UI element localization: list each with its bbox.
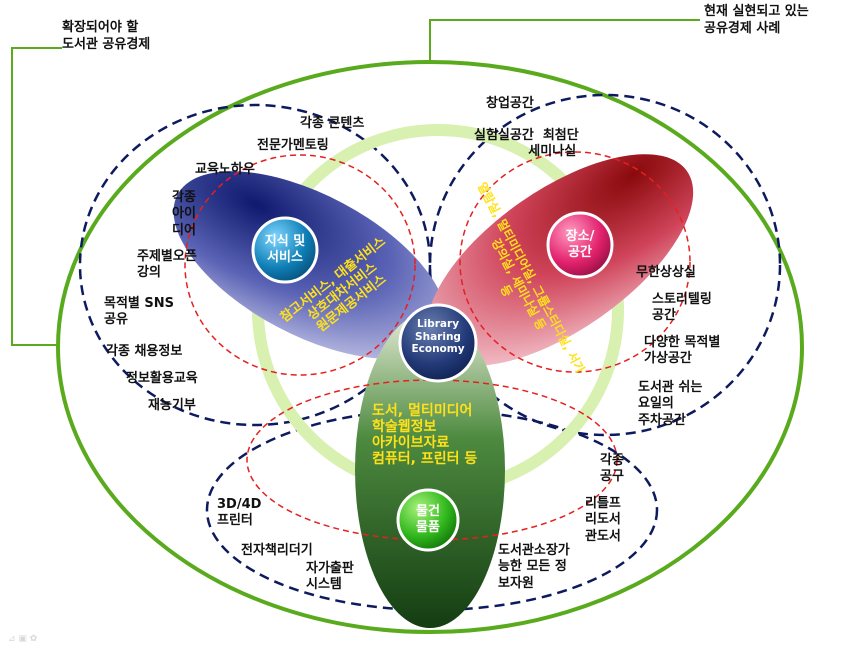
right-callout-text: 현재 실현되고 있는 공유경제 사례: [704, 4, 809, 36]
goods-ball: [396, 488, 460, 552]
space-label: 장소/ 공간: [565, 229, 595, 260]
goods-petal: [355, 312, 505, 628]
bottom-item: 리틀프 리도서 관도서: [585, 496, 621, 544]
bottom-item: 도서관소장가 능한 모든 정 보자원: [498, 543, 570, 591]
watermark-mark: ⊿ ▣ ✿: [8, 634, 38, 644]
knowledge-label: 지식 및 서비스: [264, 234, 306, 265]
space-red-dashed: [459, 151, 691, 373]
left-item: 전문가멘토링: [257, 138, 329, 153]
left-item: 각종 채용정보: [106, 344, 183, 359]
left-item: 교육노하우: [195, 162, 255, 177]
left-callout-text: 확장되어야 할 도서관 공유경제: [62, 20, 151, 52]
goods-label: 물건 물품: [416, 504, 440, 535]
right-item: 다양한 목적별 가상공간: [644, 335, 721, 367]
center-label: Library Sharing Economy: [411, 318, 465, 356]
space-ball: [546, 211, 614, 279]
bottom-item: 자가출판 시스템: [306, 561, 354, 593]
left-item: 각종 콘텐츠: [300, 116, 365, 131]
left-dashed-region: [78, 103, 432, 427]
right-dashed-region: [428, 93, 782, 437]
right-item: 도서관 쉬는 요일의 주차공간: [638, 380, 703, 428]
goods-services: 도서, 멀티미디어 학술웹정보 아카이브자료 컴퓨터, 프린터 등: [372, 403, 478, 468]
bottom-item: 각종 공구: [600, 453, 624, 485]
left-item: 재능기부: [148, 398, 196, 413]
left-item: 각종 아이 디어: [172, 190, 196, 238]
right-item: 무한상상실: [636, 265, 696, 280]
bottom-item: 전자책리더기: [241, 543, 313, 558]
right-item: 실험실공간 최첨단 세미나실: [474, 128, 579, 160]
left-item: 주제별오픈 강의: [137, 249, 197, 281]
left-callout-connector: [11, 47, 62, 346]
left-item: 목적별 SNS 공유: [104, 296, 175, 328]
goods-red-dashed: [246, 379, 618, 541]
bottom-item: 3D/4D 프린터: [217, 497, 262, 529]
right-item: 창업공간: [486, 96, 534, 111]
left-item: 정보활용교육: [126, 371, 198, 386]
knowledge-ball: [251, 216, 319, 284]
knowledge-red-dashed: [184, 154, 416, 376]
right-item: 스토리텔링 공간: [652, 292, 712, 324]
center-ball: [398, 303, 478, 383]
